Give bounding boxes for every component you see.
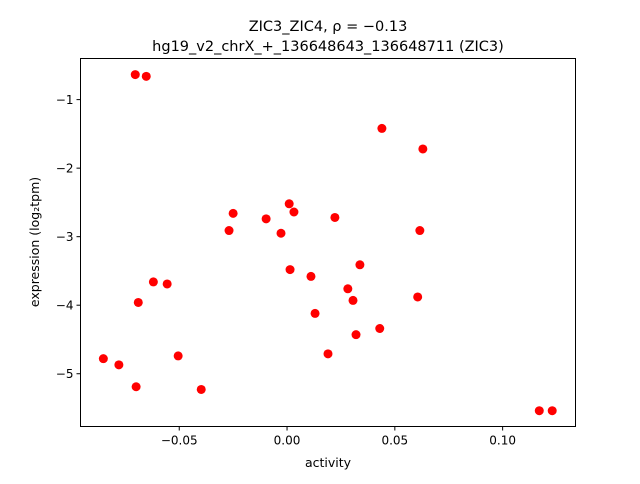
data-point — [415, 226, 425, 236]
y-tick-label: −2 — [56, 162, 74, 176]
data-point — [351, 330, 361, 340]
data-point — [173, 351, 183, 361]
x-tick-label: −0.05 — [161, 434, 198, 448]
data-point — [162, 279, 172, 289]
data-point — [285, 265, 295, 275]
data-point — [355, 260, 365, 270]
data-point — [133, 297, 143, 307]
x-axis-label: activity — [305, 455, 352, 470]
chart-title-line2: hg19_v2_chrX_+_136648643_136648711 (ZIC3… — [152, 39, 504, 55]
data-point — [98, 354, 108, 364]
data-point — [418, 144, 428, 154]
x-axis-ticks: −0.05 0.00 0.05 0.10 — [161, 426, 516, 448]
data-point — [114, 360, 124, 370]
data-point — [330, 212, 340, 222]
data-point — [306, 271, 316, 281]
y-tick-label: −3 — [56, 230, 74, 244]
data-point — [413, 292, 423, 302]
chart-title-line1: ZIC3_ZIC4, ρ = −0.13 — [249, 19, 408, 35]
data-point — [375, 324, 385, 334]
data-point — [261, 214, 271, 224]
data-points — [98, 70, 557, 416]
y-axis-ticks: −1 −2 −3 −4 −5 — [56, 93, 81, 381]
y-tick-label: −1 — [56, 93, 74, 107]
x-tick-label: 0.05 — [381, 434, 408, 448]
y-tick-label: −4 — [56, 299, 74, 313]
data-point — [289, 207, 299, 217]
data-point — [284, 199, 294, 209]
data-point — [377, 123, 387, 133]
x-tick-label: 0.00 — [274, 434, 301, 448]
data-point — [276, 228, 286, 238]
y-axis-label: expression (log₂tpm) — [27, 177, 42, 307]
data-point — [228, 208, 238, 218]
data-point — [348, 295, 358, 305]
data-point — [323, 349, 333, 359]
data-point — [547, 406, 557, 416]
data-point — [196, 384, 206, 394]
data-point — [130, 70, 140, 80]
data-point — [534, 406, 544, 416]
data-point — [343, 284, 353, 294]
data-point — [224, 226, 234, 236]
data-point — [141, 71, 151, 81]
data-point — [148, 277, 158, 287]
data-point — [131, 382, 141, 392]
axes-frame — [80, 58, 576, 427]
x-tick-label: 0.10 — [489, 434, 516, 448]
data-point — [310, 308, 320, 318]
y-tick-label: −5 — [56, 367, 74, 381]
